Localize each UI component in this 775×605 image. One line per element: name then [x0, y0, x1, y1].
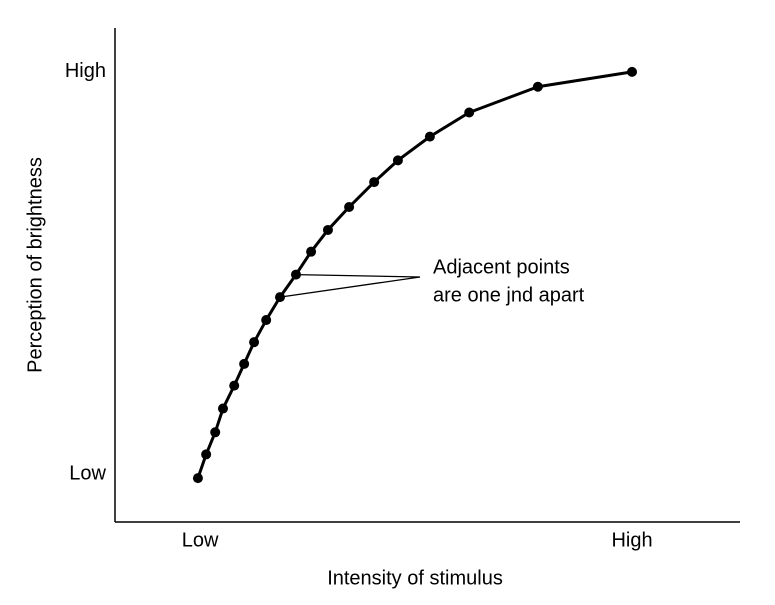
data-point — [217, 403, 228, 414]
annotation-text: Adjacent points — [433, 256, 570, 278]
x-tick-label: Low — [182, 529, 219, 551]
data-point — [239, 358, 250, 369]
x-tick-label: High — [611, 529, 652, 551]
data-point — [392, 155, 403, 166]
data-point — [249, 337, 260, 348]
annotation-text: are one jnd apart — [433, 284, 585, 306]
data-point — [627, 66, 638, 77]
data-point — [306, 246, 317, 257]
data-point — [424, 131, 435, 142]
data-point — [344, 202, 355, 213]
data-point — [464, 107, 475, 118]
data-point — [261, 315, 272, 326]
data-point — [532, 81, 543, 92]
data-point — [192, 473, 203, 484]
data-point — [369, 177, 380, 188]
y-axis-label: Perception of brightness — [24, 157, 46, 373]
data-point — [210, 427, 221, 438]
data-point — [322, 224, 333, 235]
y-tick-label: Low — [69, 462, 106, 484]
data-point — [229, 380, 240, 391]
annotation-pointer — [279, 276, 421, 298]
y-tick-label: High — [65, 60, 106, 82]
annotation-pointer — [295, 273, 421, 278]
data-point — [201, 449, 212, 460]
x-axis-label: Intensity of stimulus — [327, 567, 503, 589]
